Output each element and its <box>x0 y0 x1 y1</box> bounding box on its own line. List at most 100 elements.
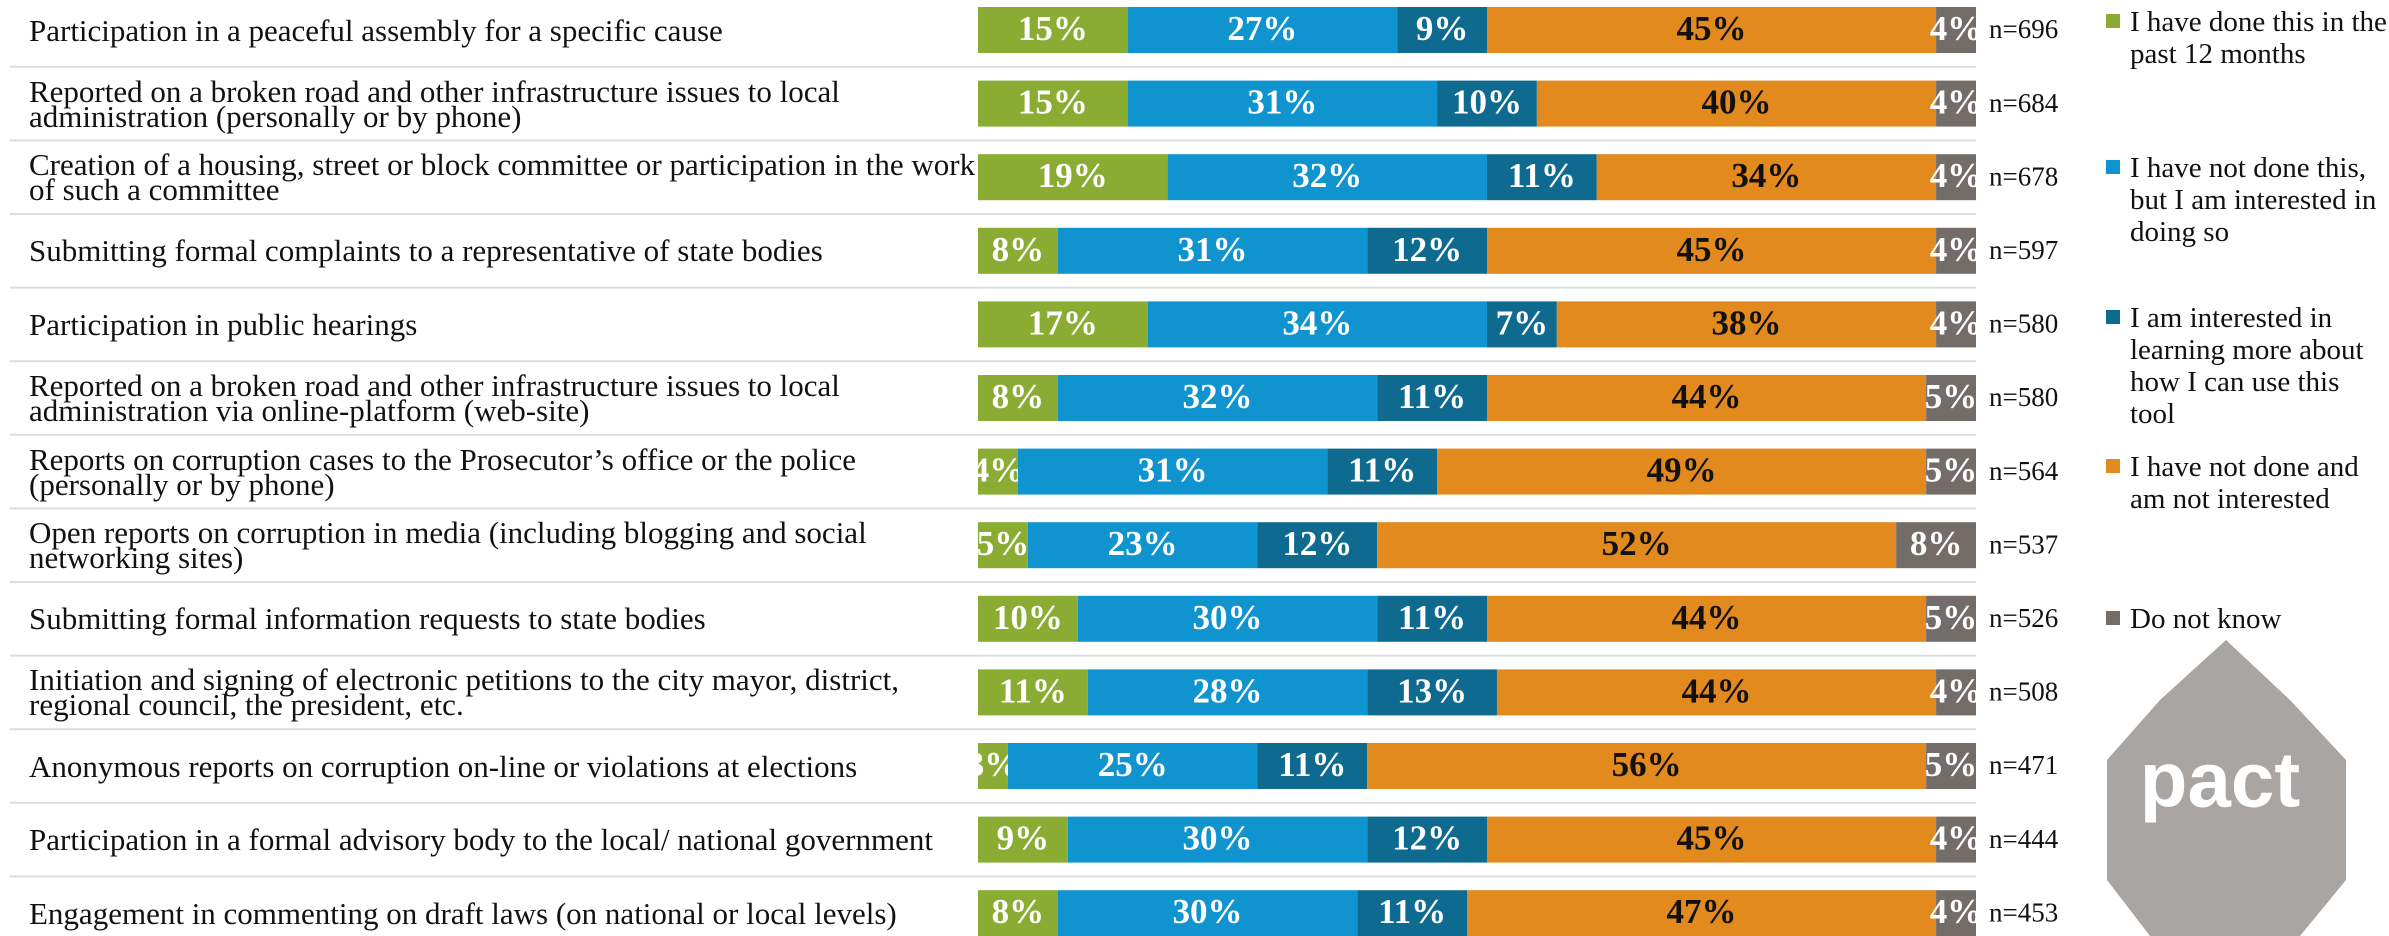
bar-segment <box>1486 375 1927 421</box>
value-label: 12% <box>1282 524 1352 563</box>
category-label: Anonymous reports on corruption on-line … <box>29 748 858 784</box>
bar-segment <box>1167 154 1487 201</box>
value-label: 44% <box>1672 598 1742 637</box>
bar-segment <box>1896 522 1976 569</box>
bar-segment <box>1936 669 1976 716</box>
value-label: 11% <box>1398 377 1466 416</box>
bar-segment <box>978 595 1078 642</box>
value-label: 32% <box>1183 377 1253 416</box>
value-label: 12% <box>1392 230 1462 269</box>
value-label: 9% <box>1416 9 1469 48</box>
value-label: 23% <box>1108 524 1178 563</box>
bar-segment <box>1936 227 1976 274</box>
value-label: 10% <box>1452 83 1522 122</box>
n-label: n=597 <box>1989 235 2058 265</box>
value-label: 5% <box>1925 451 1978 490</box>
n-label: n=580 <box>1989 382 2058 412</box>
value-label: 32% <box>1292 156 1362 195</box>
value-label: 38% <box>1711 303 1781 342</box>
value-label: 31% <box>1178 230 1248 269</box>
value-label: 8% <box>992 892 1045 931</box>
bar-segment <box>1367 743 1927 789</box>
value-label: 4% <box>1930 892 1983 931</box>
n-label: n=508 <box>1989 677 2058 707</box>
bar-segment <box>978 743 1008 789</box>
bar-segment <box>978 227 1058 274</box>
n-label: n=526 <box>1989 603 2058 633</box>
category-label: Submitting formal information requests t… <box>29 601 706 637</box>
bar-segment <box>1936 890 1976 936</box>
bar-segment <box>978 448 1018 495</box>
value-label: 4% <box>1930 671 1983 710</box>
bar-segment <box>1486 227 1937 274</box>
bar-segment <box>978 816 1068 863</box>
bar-segment <box>1017 448 1328 495</box>
legend-swatch <box>2106 160 2120 174</box>
bar-segment <box>978 154 1168 201</box>
value-label: 56% <box>1612 745 1682 784</box>
value-label: 34% <box>1282 303 1352 342</box>
bar-segment <box>1936 154 1976 201</box>
bar-segment <box>1367 816 1487 863</box>
bar-segment <box>1926 743 1976 789</box>
bar-segment <box>978 7 1128 53</box>
bar-segment <box>1377 522 1897 569</box>
bar-segment <box>1257 743 1368 789</box>
value-label: 15% <box>1018 9 1088 48</box>
n-label: n=678 <box>1989 161 2058 191</box>
n-label: n=471 <box>1989 750 2058 780</box>
bar-segment <box>1536 80 1937 127</box>
category-label: Reported on a broken road and other infr… <box>29 73 840 134</box>
value-label: 15% <box>1018 83 1088 122</box>
value-label: 4% <box>1930 156 1983 195</box>
bar-segment <box>1936 816 1976 863</box>
value-label: 5% <box>977 524 1030 563</box>
n-label: n=537 <box>1989 529 2058 559</box>
value-label: 30% <box>1183 819 1253 858</box>
value-label: 52% <box>1602 524 1672 563</box>
value-label: 5% <box>1925 377 1978 416</box>
category-label: Creation of a housing, street or block c… <box>29 147 976 208</box>
value-label: 28% <box>1193 671 1263 710</box>
bar-segment <box>1147 301 1487 348</box>
bar-segment <box>1486 816 1937 863</box>
legend-swatch <box>2106 611 2120 625</box>
bar-segment <box>1377 595 1487 642</box>
bar-segment <box>1936 301 1976 348</box>
bar-segment <box>1926 595 1976 642</box>
bar-segment <box>1007 743 1258 789</box>
value-label: 44% <box>1682 671 1752 710</box>
category-label: Initiation and signing of electronic pet… <box>29 662 900 723</box>
bar-segment <box>978 80 1128 127</box>
value-label: 11% <box>1378 892 1446 931</box>
n-label: n=564 <box>1989 456 2059 486</box>
category-label: Participation in a peaceful assembly for… <box>29 12 723 48</box>
bar-segment <box>1486 154 1597 201</box>
n-label: n=696 <box>1989 14 2058 44</box>
bar-segment <box>1377 375 1487 421</box>
value-label: 44% <box>1672 377 1742 416</box>
legend-label: I am interested in learning more about h… <box>2130 302 2364 430</box>
value-label: 31% <box>1247 83 1317 122</box>
value-label: 11% <box>1398 598 1466 637</box>
legend-swatch <box>2106 14 2120 28</box>
bar-segment <box>1437 448 1927 495</box>
value-label: 25% <box>1098 745 1168 784</box>
legend-label: Do not know <box>2130 603 2282 635</box>
value-label: 11% <box>1278 745 1346 784</box>
bar-segment <box>978 669 1088 716</box>
bar-segment <box>1367 669 1497 716</box>
n-label: n=580 <box>1989 309 2058 339</box>
value-label: 5% <box>1925 745 1978 784</box>
legend-label: I have not done this, but I am intereste… <box>2130 152 2377 248</box>
bar-segment <box>1437 80 1537 127</box>
category-label: Reports on corruption cases to the Prose… <box>29 441 857 502</box>
value-label: 8% <box>1910 524 1963 563</box>
category-label: Engagement in commenting on draft laws (… <box>29 895 897 931</box>
bar-segment <box>978 522 1028 569</box>
value-label: 19% <box>1038 156 1108 195</box>
category-label: Participation in a formal advisory body … <box>29 822 933 858</box>
n-label: n=684 <box>1989 88 2059 118</box>
bar-segment <box>1496 669 1937 716</box>
